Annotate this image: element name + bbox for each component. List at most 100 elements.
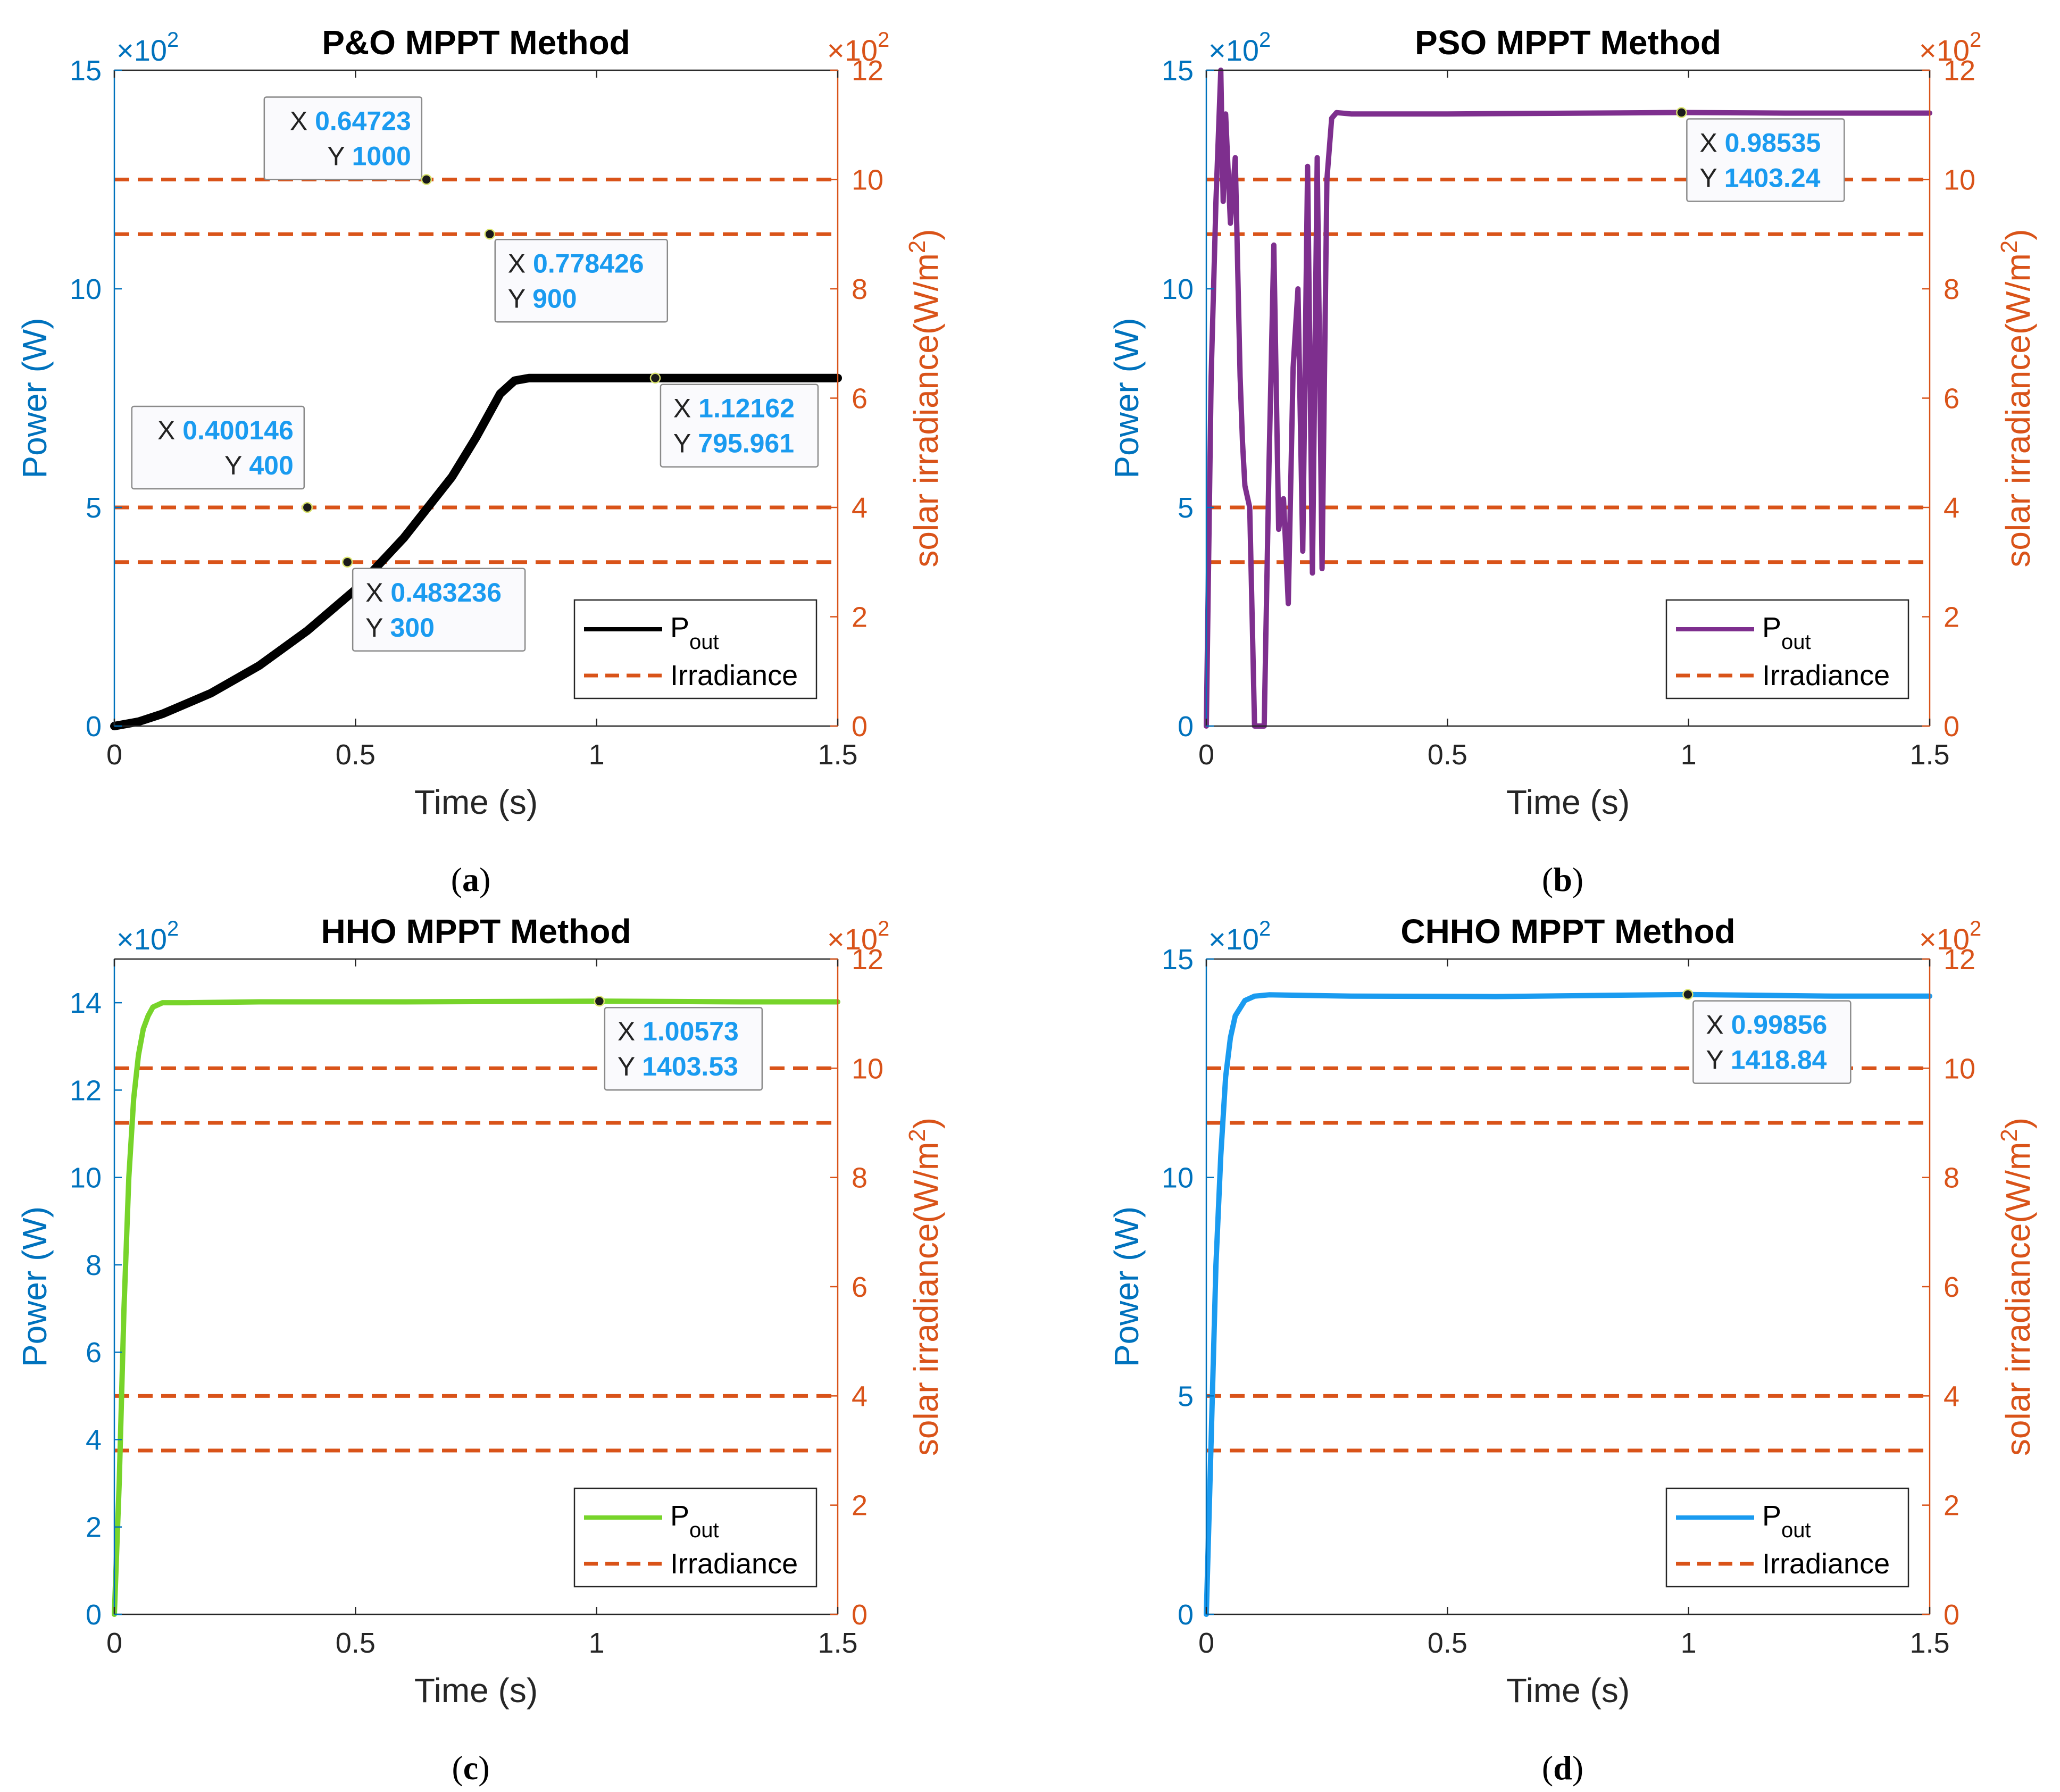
datatip-x-value: 0.98535 (1725, 128, 1821, 158)
right-y-tick-label: 2 (852, 602, 868, 634)
left-exponent-power: 2 (1259, 28, 1271, 52)
left-exponent-power: 2 (167, 917, 179, 940)
right-y-tick-label: 4 (852, 1380, 868, 1412)
datatip-y: Y 1000 (327, 141, 411, 171)
datatip-y-key: Y (1699, 163, 1724, 193)
right-y-axis-label-sup: 2 (904, 240, 930, 253)
right-y-tick-label: 8 (852, 1162, 868, 1194)
right-exponent-power: 2 (1970, 917, 1981, 940)
legend-box (573, 1487, 818, 1588)
right-exponent-power: 2 (1970, 28, 1981, 52)
datatip-x-key: X (1699, 128, 1724, 158)
datatip-x-key: X (508, 248, 533, 278)
legend-power-name: P (670, 612, 689, 644)
power-series-line (112, 998, 840, 1617)
datatip-box (1692, 1000, 1852, 1084)
datatip-y-key: Y (365, 613, 390, 643)
legend-power-sub: out (1781, 630, 1811, 654)
left-y-tick-label: 5 (1178, 492, 1194, 524)
right-y-axis-label-close: ) (907, 229, 945, 240)
right-y-tick-label: 6 (1944, 1271, 1959, 1303)
datatip-box (352, 568, 526, 652)
legend-power-label: Pout (1762, 612, 1811, 654)
legend-power-label: Pout (670, 1500, 719, 1542)
right-y-tick-label: 2 (1944, 602, 1959, 634)
datatip-y-value: 300 (390, 613, 434, 643)
left-y-tick-label: 15 (1162, 944, 1194, 976)
right-y-axis-label: solar irradiance(W/m2) (1996, 1118, 2037, 1456)
legend-power-sub: out (689, 1519, 719, 1542)
subfigure-label: (b) (1542, 861, 1583, 898)
datatip-x-value: 0.400146 (182, 415, 294, 445)
datatip-x-key: X (1706, 1010, 1731, 1040)
subfigure-label: (a) (451, 861, 491, 898)
datatip-y-value: 795.961 (698, 429, 794, 459)
left-y-tick-label: 15 (70, 55, 102, 87)
left-y-tick-label: 8 (86, 1249, 102, 1281)
datatip-x: X 0.99856 (1706, 1010, 1827, 1040)
datatip-y-value: 1403.24 (1724, 163, 1821, 193)
x-axis-label: Time (s) (1506, 783, 1630, 821)
right-y-tick-label: 6 (852, 383, 868, 415)
left-y-axis-label: Power (W) (1107, 1206, 1146, 1367)
right-y-axis-label-sup: 2 (1996, 1129, 2022, 1141)
left-y-tick-label: 10 (1162, 1162, 1194, 1194)
datatip-y: Y 900 (508, 284, 577, 313)
datatip: X 0.99856 Y 1418.84 (1682, 989, 1852, 1084)
left-exponent-label: ×102 (1208, 917, 1271, 956)
left-y-tick-label: 0 (1178, 1599, 1194, 1631)
right-y-tick-label: 10 (852, 164, 883, 196)
legend-power-label: Pout (670, 612, 719, 654)
right-y-axis-label-sup: 2 (1996, 240, 2022, 253)
datatip-x-value: 1.12162 (698, 394, 795, 423)
right-y-tick-label: 12 (852, 944, 883, 976)
right-y-axis-label-text: solar irradiance(W/m (1999, 1142, 2037, 1456)
datatip-y-key: Y (327, 141, 352, 171)
x-tick-label: 1.5 (818, 739, 857, 771)
subfigure-label-letter: c (463, 1749, 478, 1787)
x-tick-label: 0.5 (336, 1627, 376, 1659)
x-tick-label: 0.5 (1428, 739, 1467, 771)
x-tick-label: 0 (106, 739, 122, 771)
chart-title: CHHO MPPT Method (1400, 912, 1735, 951)
datatip-y-value: 1418.84 (1731, 1045, 1827, 1075)
right-y-tick-label: 4 (852, 492, 868, 524)
datatip-box (263, 96, 423, 180)
left-y-tick-label: 6 (86, 1337, 102, 1369)
datatip-y: Y 1418.84 (1706, 1045, 1827, 1075)
datatip-y-value: 900 (532, 284, 577, 313)
legend-box (573, 599, 818, 699)
subfigure-label-open: ( (1542, 1749, 1553, 1787)
right-y-tick-label: 0 (1944, 711, 1959, 743)
right-y-tick-label: 2 (1944, 1490, 1959, 1522)
datatip-marker (421, 174, 432, 185)
datatip: X 0.400146 Y 400 (131, 405, 313, 513)
right-y-axis-label-text: solar irradiance(W/m (1999, 253, 2037, 567)
left-y-tick-label: 0 (86, 711, 102, 743)
power-series-line (1204, 68, 1932, 729)
right-y-tick-label: 10 (852, 1053, 883, 1085)
left-exponent-power: 2 (1259, 917, 1271, 940)
right-exponent-power: 2 (878, 917, 889, 940)
datatip-box (660, 384, 819, 468)
subfigure-label-letter: a (462, 861, 479, 898)
left-y-tick-label: 0 (86, 1599, 102, 1631)
power-series-line (110, 373, 842, 730)
right-y-axis-label-text: solar irradiance(W/m (907, 1142, 945, 1456)
subfigure-label: (c) (452, 1749, 489, 1787)
x-tick-label: 0.5 (336, 739, 376, 771)
datatip-y: Y 400 (224, 451, 294, 480)
x-tick-label: 1 (589, 1627, 605, 1659)
subfigure-label-letter: b (1553, 861, 1572, 898)
left-y-tick-label: 10 (70, 273, 102, 305)
datatip-x: X 1.00573 (618, 1016, 739, 1046)
datatip-marker (484, 229, 496, 240)
x-tick-label: 0 (106, 1627, 122, 1659)
datatip-x-key: X (618, 1016, 643, 1046)
